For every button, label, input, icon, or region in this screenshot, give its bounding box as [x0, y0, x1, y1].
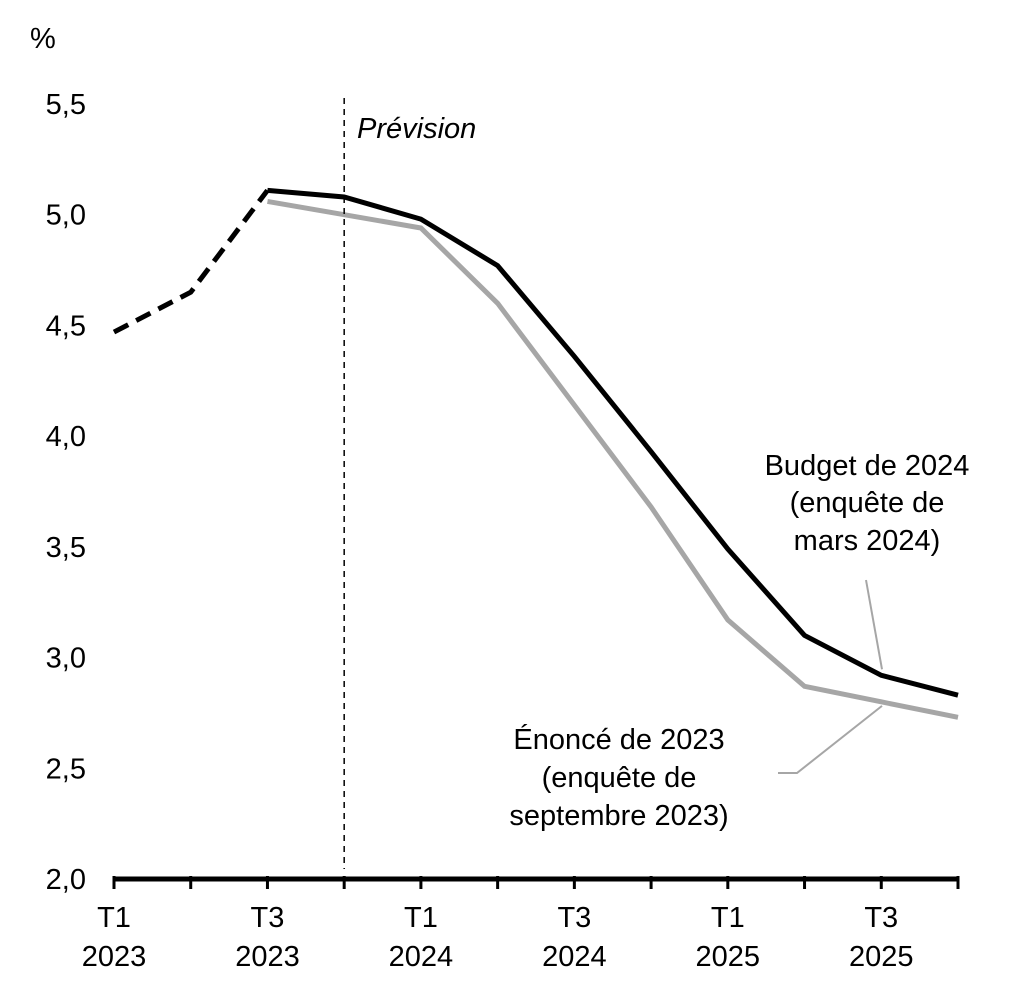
x-tick-label-bottom: 2025: [849, 941, 914, 973]
x-tick-label-top: T3: [864, 902, 898, 934]
x-tick-label-top: T1: [404, 902, 438, 934]
y-tick-label: 3,5: [46, 532, 86, 564]
annotation-enonce-2023: (enquête de: [542, 762, 697, 794]
y-tick-label: 2,5: [46, 753, 86, 785]
x-tick-label-top: T3: [251, 902, 285, 934]
y-tick-label: 4,5: [46, 310, 86, 342]
x-tick-label-bottom: 2024: [389, 941, 454, 973]
x-tick-label-bottom: 2023: [82, 941, 147, 973]
x-tick-label-top: T1: [97, 902, 131, 934]
x-tick-label-bottom: 2023: [235, 941, 300, 973]
annotation-enonce-2023: septembre 2023): [509, 800, 728, 832]
series-lines: [112, 187, 959, 720]
x-tick-label-bottom: 2025: [696, 941, 761, 973]
y-tick-labels: 2,0 2,5 3,0 3,5 4,0 4,5 5,0 5,5: [46, 89, 86, 896]
x-tick-labels: T1 2023 T3 2023 T1 2024 T3 2024 T1 2025 T3 2025: [82, 902, 914, 973]
y-tick-label: 3,0: [46, 643, 86, 675]
annotation-budget-2024: mars 2024): [794, 525, 941, 557]
annotation-budget-2024: Budget de 2024: [765, 450, 970, 482]
y-tick-label: 2,0: [46, 864, 86, 896]
series-line-1: [267, 198, 959, 720]
y-tick-label: 5,0: [46, 200, 86, 232]
y-tick-label: 5,5: [46, 89, 86, 121]
x-axis: [112, 876, 960, 889]
series-annotations: Budget de 2024 (enquête de mars 2024) Énonc…: [509, 450, 969, 832]
forecast-label: Prévision: [357, 113, 476, 145]
history-line: [112, 188, 270, 335]
series-line-0: [267, 187, 959, 698]
y-axis-label: %: [30, 23, 56, 55]
x-tick-label-top: T3: [557, 902, 591, 934]
x-tick-label-bottom: 2024: [542, 941, 607, 973]
y-tick-label: 4,0: [46, 421, 86, 453]
annotation-enonce-2023: Énoncé de 2023: [513, 723, 724, 756]
annotation-budget-2024: (enquête de: [790, 487, 945, 519]
x-tick-label-top: T1: [711, 902, 745, 934]
leader-line-budget: [865, 579, 883, 670]
leader-line-enonce: [778, 705, 883, 774]
